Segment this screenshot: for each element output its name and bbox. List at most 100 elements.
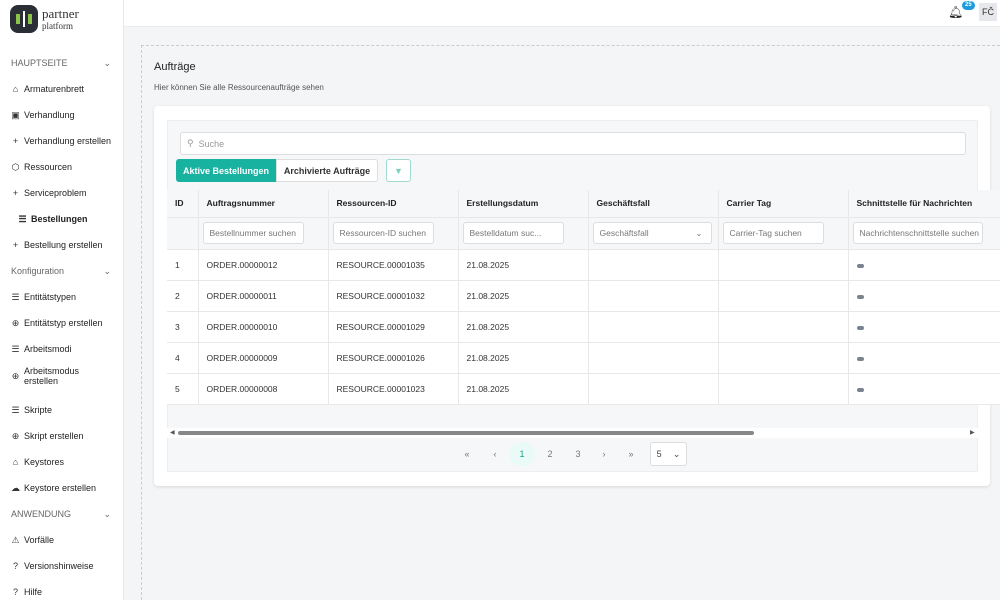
column-filter-input[interactable]: Nachrichtenschnittstelle suchen bbox=[852, 222, 983, 244]
filter-placeholder: Carrier-Tag suchen bbox=[729, 228, 802, 238]
scroll-left-icon[interactable]: ◀ bbox=[170, 430, 175, 436]
table-cell: ORDER.00000009 bbox=[198, 342, 329, 374]
table-cell bbox=[718, 373, 849, 405]
sidebar-item[interactable]: ⌂ Keystores bbox=[11, 457, 117, 467]
sidebar-item-label: Entitätstypen bbox=[24, 292, 77, 302]
avatar[interactable]: FČ bbox=[979, 3, 997, 21]
sidebar-item-label: Vorfälle bbox=[24, 535, 55, 545]
pagination-first[interactable]: « bbox=[464, 449, 470, 459]
plus-icon: + bbox=[12, 188, 19, 198]
status-dot-icon bbox=[856, 387, 864, 392]
logo-icon bbox=[10, 5, 38, 33]
sidebar-item[interactable]: ⊕ Arbeitsmodus erstellen bbox=[11, 366, 117, 386]
notification-badge: 25 bbox=[962, 1, 975, 10]
home-icon: ⌂ bbox=[12, 84, 19, 94]
sidebar-item[interactable]: ☰ Entitätstypen bbox=[11, 292, 117, 302]
pagination-last[interactable]: » bbox=[628, 449, 634, 459]
table-row[interactable]: 4 ORDER.00000009 RESOURCE.00001026 21.08.20… bbox=[167, 342, 1000, 374]
pagination-page-3[interactable]: 3 bbox=[575, 449, 581, 459]
sidebar-item-label: Bestellungen bbox=[31, 214, 88, 224]
filter-placeholder: Bestelldatum suc... bbox=[469, 228, 542, 238]
column-filter-input[interactable]: Bestellnummer suchen bbox=[202, 222, 304, 244]
plus-circle-icon: ⊕ bbox=[11, 318, 20, 328]
sidebar-item-label: Arbeitsmodi bbox=[24, 344, 72, 354]
sidebar-item[interactable]: + Bestellung erstellen bbox=[11, 240, 117, 250]
table-cell: 1 bbox=[167, 249, 199, 281]
column-header[interactable]: Erstellungsdatum bbox=[458, 190, 589, 218]
column-header[interactable]: ID bbox=[167, 190, 199, 218]
help-circle-icon: ? bbox=[12, 587, 18, 597]
page-title: Aufträge bbox=[154, 61, 196, 73]
table-cell bbox=[718, 311, 849, 343]
sidebar-item[interactable]: ▣ Verhandlung bbox=[11, 110, 117, 120]
sidebar-item[interactable]: + Serviceproblem bbox=[11, 188, 117, 198]
pagination-prev[interactable]: ‹ bbox=[493, 449, 497, 459]
sidebar-section-2[interactable]: ANWENDUNG ⌄ bbox=[11, 509, 111, 520]
table-cell bbox=[588, 373, 719, 405]
filter-icon: ▼ bbox=[394, 165, 403, 176]
filter-placeholder: Nachrichtenschnittstelle suchen bbox=[859, 228, 980, 238]
column-header[interactable]: Ressourcen-ID bbox=[328, 190, 459, 218]
sidebar-item[interactable]: ☰ Bestellungen bbox=[18, 214, 124, 224]
tab-archived-orders[interactable]: Archivierte Aufträge bbox=[276, 159, 378, 182]
section-label: ANWENDUNG bbox=[11, 509, 71, 519]
sidebar-item[interactable]: ⬡ Ressourcen bbox=[11, 162, 117, 172]
table-cell: 21.08.2025 bbox=[458, 311, 589, 343]
table-cell: 4 bbox=[167, 342, 199, 374]
cloud-upload-icon: ☁ bbox=[11, 483, 20, 493]
column-filter-input[interactable]: Ressourcen-ID suchen bbox=[332, 222, 434, 244]
chevron-down-icon: ⌄ bbox=[672, 448, 681, 459]
content-area bbox=[141, 45, 1000, 600]
table-row[interactable]: 3 ORDER.00000010 RESOURCE.00001029 21.08.20… bbox=[167, 311, 1000, 343]
interface-cell bbox=[848, 373, 1000, 405]
column-header[interactable]: Geschäftsfall bbox=[588, 190, 719, 218]
sidebar-item-label: Verhandlung bbox=[24, 110, 75, 120]
sidebar-item[interactable]: ? Versionshinweise bbox=[11, 561, 117, 571]
sidebar-item-label: Entitätstyp erstellen bbox=[24, 318, 103, 328]
table-row[interactable]: 2 ORDER.00000011 RESOURCE.00001032 21.08.20… bbox=[167, 280, 1000, 312]
sidebar-item-label: Skripte bbox=[24, 405, 53, 415]
column-filter-input[interactable]: Bestelldatum suc... bbox=[462, 222, 564, 244]
logo-subtext: platform bbox=[42, 20, 73, 31]
column-header[interactable]: Schnittstelle für Nachrichten bbox=[848, 190, 1000, 218]
scrollbar-thumb[interactable] bbox=[178, 431, 754, 435]
sidebar-item[interactable]: ☰ Skripte bbox=[11, 405, 117, 415]
sidebar: partner platform HAUPTSEITE ⌄ ⌂ Armaturenbre… bbox=[0, 0, 124, 600]
clear-filter-button[interactable]: ▼ bbox=[386, 159, 411, 182]
sidebar-item[interactable]: ⌂ Armaturenbrett bbox=[11, 84, 117, 94]
table-cell: 5 bbox=[167, 373, 199, 405]
search-input[interactable]: ⚲ Suche bbox=[180, 132, 966, 155]
sidebar-item[interactable]: ☰ Arbeitsmodi bbox=[11, 344, 117, 354]
pagination-next[interactable]: › bbox=[602, 449, 606, 459]
sidebar-section-0[interactable]: HAUPTSEITE ⌄ bbox=[11, 58, 111, 69]
table-row[interactable]: 1 ORDER.00000012 RESOURCE.00001035 21.08.20… bbox=[167, 249, 1000, 281]
bell-icon[interactable]: 🔔︎ bbox=[948, 5, 964, 19]
top-bar bbox=[124, 0, 1000, 27]
sidebar-item[interactable]: ⊕ Entitätstyp erstellen bbox=[11, 318, 117, 328]
column-header[interactable]: Auftragsnummer bbox=[198, 190, 329, 218]
tab-active-orders[interactable]: Aktive Bestellungen bbox=[176, 159, 276, 182]
sidebar-item-label: Serviceproblem bbox=[24, 188, 87, 198]
pagination-page-1[interactable]: 1 bbox=[509, 442, 535, 466]
page-size-select[interactable]: 5 ⌄ bbox=[650, 442, 687, 466]
scroll-right-icon[interactable]: ▶ bbox=[970, 430, 975, 436]
sidebar-item-label: Armaturenbrett bbox=[24, 84, 85, 94]
sidebar-item[interactable]: ⊕ Skript erstellen bbox=[11, 431, 117, 441]
sidebar-item[interactable]: ? Hilfe bbox=[11, 587, 117, 597]
pagination-page-2[interactable]: 2 bbox=[547, 449, 553, 459]
sidebar-item[interactable]: ⚠ Vorfälle bbox=[11, 535, 117, 545]
table-cell: 21.08.2025 bbox=[458, 280, 589, 312]
sidebar-item-label: Versionshinweise bbox=[24, 561, 94, 571]
logo[interactable]: partner platform bbox=[10, 5, 79, 33]
column-header[interactable]: Carrier Tag bbox=[718, 190, 849, 218]
sidebar-item[interactable]: + Verhandlung erstellen bbox=[11, 136, 117, 146]
interface-cell bbox=[848, 311, 1000, 343]
sidebar-item[interactable]: ☁ Keystore erstellen bbox=[11, 483, 117, 493]
table-row[interactable]: 5 ORDER.00000008 RESOURCE.00001023 21.08.20… bbox=[167, 373, 1000, 405]
sidebar-section-1[interactable]: Konfiguration ⌄ bbox=[11, 266, 111, 277]
column-filter-input[interactable]: Carrier-Tag suchen bbox=[722, 222, 824, 244]
business-case-select[interactable]: Geschäftsfall ⌄ bbox=[592, 222, 712, 244]
chevron-down-icon: ⌄ bbox=[103, 509, 111, 519]
table-cell: 2 bbox=[167, 280, 199, 312]
plus-icon: + bbox=[12, 136, 19, 146]
